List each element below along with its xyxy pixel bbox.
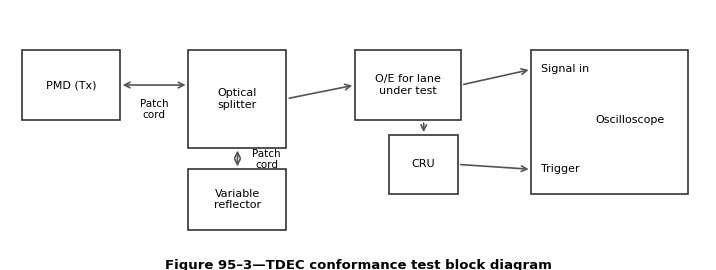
Text: Trigger: Trigger xyxy=(541,164,580,174)
Text: Optical
splitter: Optical splitter xyxy=(218,88,257,110)
Text: Patch
cord: Patch cord xyxy=(140,99,168,120)
Text: Signal in: Signal in xyxy=(541,64,589,74)
Text: Patch
cord: Patch cord xyxy=(252,149,281,170)
Bar xyxy=(531,50,688,194)
Text: Oscilloscope: Oscilloscope xyxy=(595,115,664,125)
Text: CRU: CRU xyxy=(412,159,435,169)
Text: PMD (Tx): PMD (Tx) xyxy=(46,80,96,90)
Text: O/E for lane
under test: O/E for lane under test xyxy=(375,74,441,96)
Bar xyxy=(355,50,461,120)
Bar xyxy=(188,50,286,148)
Bar xyxy=(188,169,286,230)
Bar xyxy=(22,50,120,120)
Bar xyxy=(390,135,458,194)
Text: Figure 95–3—TDEC conformance test block diagram: Figure 95–3—TDEC conformance test block … xyxy=(165,259,551,270)
Text: Variable
reflector: Variable reflector xyxy=(214,189,261,211)
